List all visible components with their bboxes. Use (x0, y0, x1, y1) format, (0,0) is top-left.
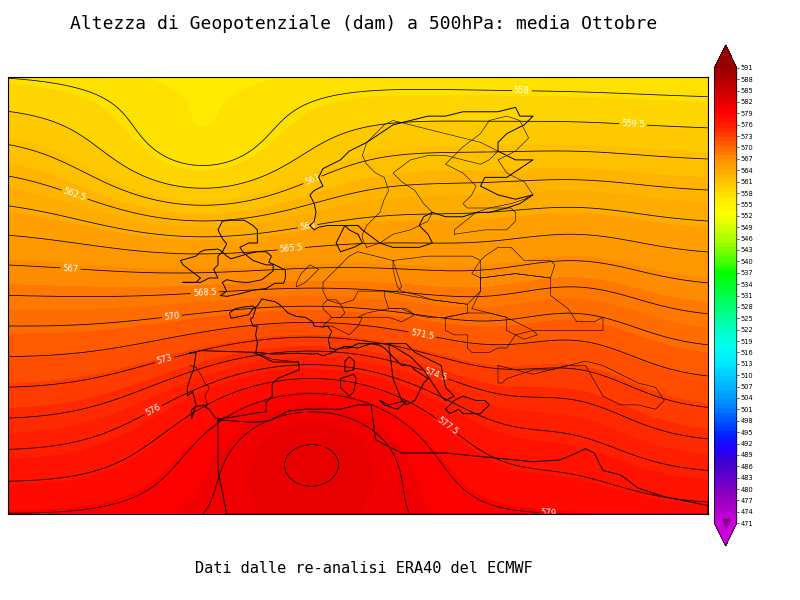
Text: 574.5: 574.5 (422, 366, 448, 383)
Text: 577.5: 577.5 (435, 416, 459, 437)
Text: 573: 573 (156, 353, 174, 367)
Text: 576: 576 (144, 403, 162, 418)
Text: 562.5: 562.5 (62, 187, 87, 203)
Text: 561: 561 (303, 173, 322, 187)
Text: 579: 579 (541, 508, 557, 518)
Text: 570: 570 (163, 311, 180, 322)
Text: Altezza di Geopotenziale (dam) a 500hPa: media Ottobre: Altezza di Geopotenziale (dam) a 500hPa:… (70, 15, 658, 33)
Text: 568.5: 568.5 (193, 287, 217, 298)
Text: 565.5: 565.5 (279, 243, 303, 254)
PathPatch shape (714, 45, 737, 68)
Text: 571.5: 571.5 (410, 328, 434, 341)
Text: 559.5: 559.5 (621, 119, 645, 130)
Text: 567: 567 (62, 263, 78, 274)
PathPatch shape (714, 523, 737, 546)
Text: 564: 564 (299, 220, 316, 232)
Text: 558: 558 (514, 86, 530, 95)
Text: Dati dalle re-analisi ERA40 del ECMWF: Dati dalle re-analisi ERA40 del ECMWF (195, 561, 533, 576)
